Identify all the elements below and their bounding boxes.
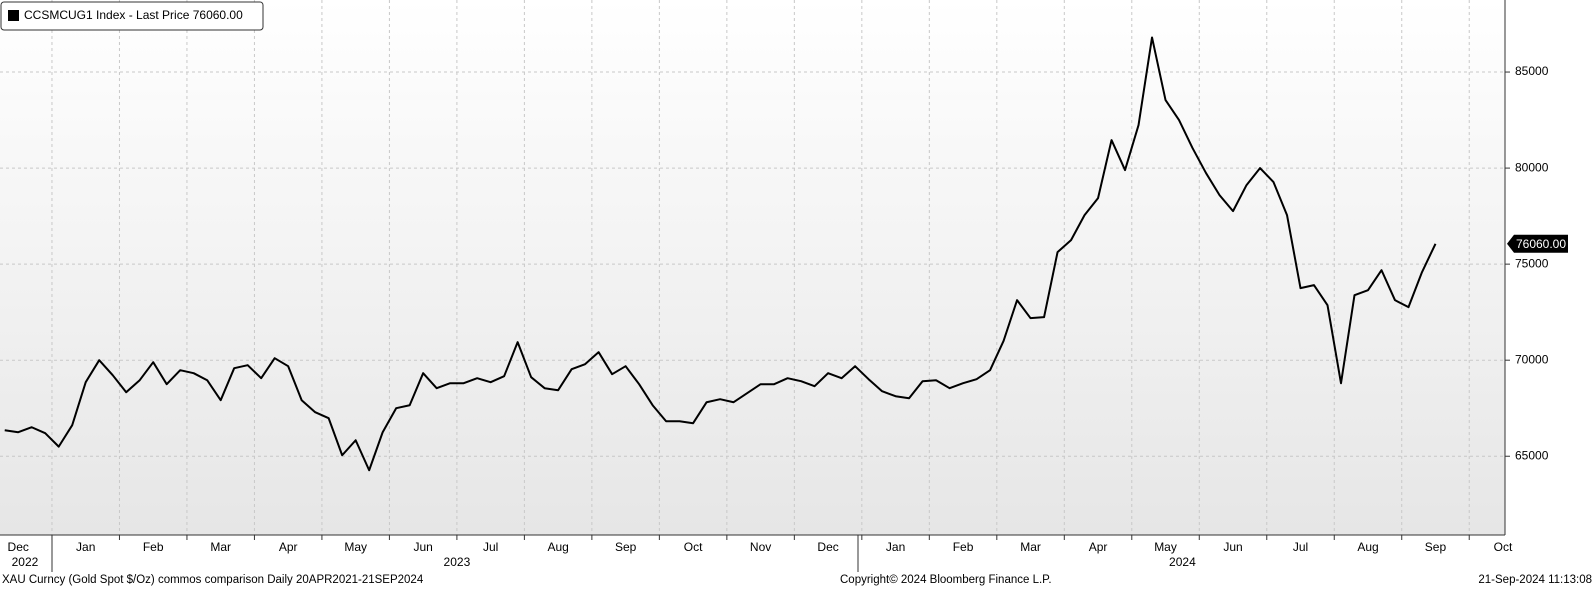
- footer-copyright: Copyright© 2024 Bloomberg Finance L.P.: [840, 574, 1052, 586]
- x-tick-label: Oct: [1494, 540, 1513, 554]
- x-tick-label: Sep: [1425, 540, 1447, 554]
- x-tick-label: Apr: [279, 540, 298, 554]
- x-tick-label: May: [344, 540, 367, 554]
- x-tick-label: May: [1154, 540, 1177, 554]
- y-tick-label: 70000: [1515, 352, 1549, 366]
- x-tick-label: Jun: [413, 540, 432, 554]
- x-tick-label: Aug: [547, 540, 568, 554]
- y-tick-label: 75000: [1515, 256, 1549, 270]
- x-tick-label: Aug: [1357, 540, 1378, 554]
- year-label: 2022: [12, 555, 39, 569]
- x-tick-label: Mar: [210, 540, 231, 554]
- price-line: [4, 36, 1437, 472]
- plot-background: [0, 0, 1505, 535]
- x-tick-label: Jul: [483, 540, 498, 554]
- x-tick-label: Oct: [684, 540, 703, 554]
- y-tick-label: 65000: [1515, 448, 1549, 462]
- x-tick-label: Apr: [1089, 540, 1108, 554]
- y-tick-label: 85000: [1515, 64, 1549, 78]
- x-tick-label: Jan: [76, 540, 95, 554]
- footer-source: XAU Curncy (Gold Spot $/Oz) commos compa…: [2, 574, 424, 586]
- x-tick-label: Dec: [8, 540, 29, 554]
- footer-timestamp: 21-Sep-2024 11:13:08: [1478, 574, 1592, 586]
- x-tick-label: Sep: [615, 540, 637, 554]
- x-tick-label: Nov: [750, 540, 771, 554]
- y-tick-label: 80000: [1515, 160, 1549, 174]
- x-tick-label: Jan: [886, 540, 905, 554]
- last-price-label: 76060.00: [1516, 237, 1566, 251]
- x-tick-label: Mar: [1020, 540, 1041, 554]
- year-label: 2024: [1169, 555, 1196, 569]
- x-tick-label: Jul: [1293, 540, 1308, 554]
- last-price-box: [1507, 234, 1568, 253]
- x-tick-label: Jun: [1223, 540, 1242, 554]
- legend-label: CCSMCUG1 Index - Last Price 76060.00: [24, 8, 243, 22]
- x-tick-label: Dec: [817, 540, 838, 554]
- legend-swatch: [8, 10, 19, 21]
- legend: CCSMCUG1 Index - Last Price 76060.00: [0, 1, 264, 31]
- x-tick-label: Feb: [953, 540, 974, 554]
- x-tick-label: Feb: [143, 540, 164, 554]
- year-label: 2023: [444, 555, 471, 569]
- legend-box: [0, 1, 264, 31]
